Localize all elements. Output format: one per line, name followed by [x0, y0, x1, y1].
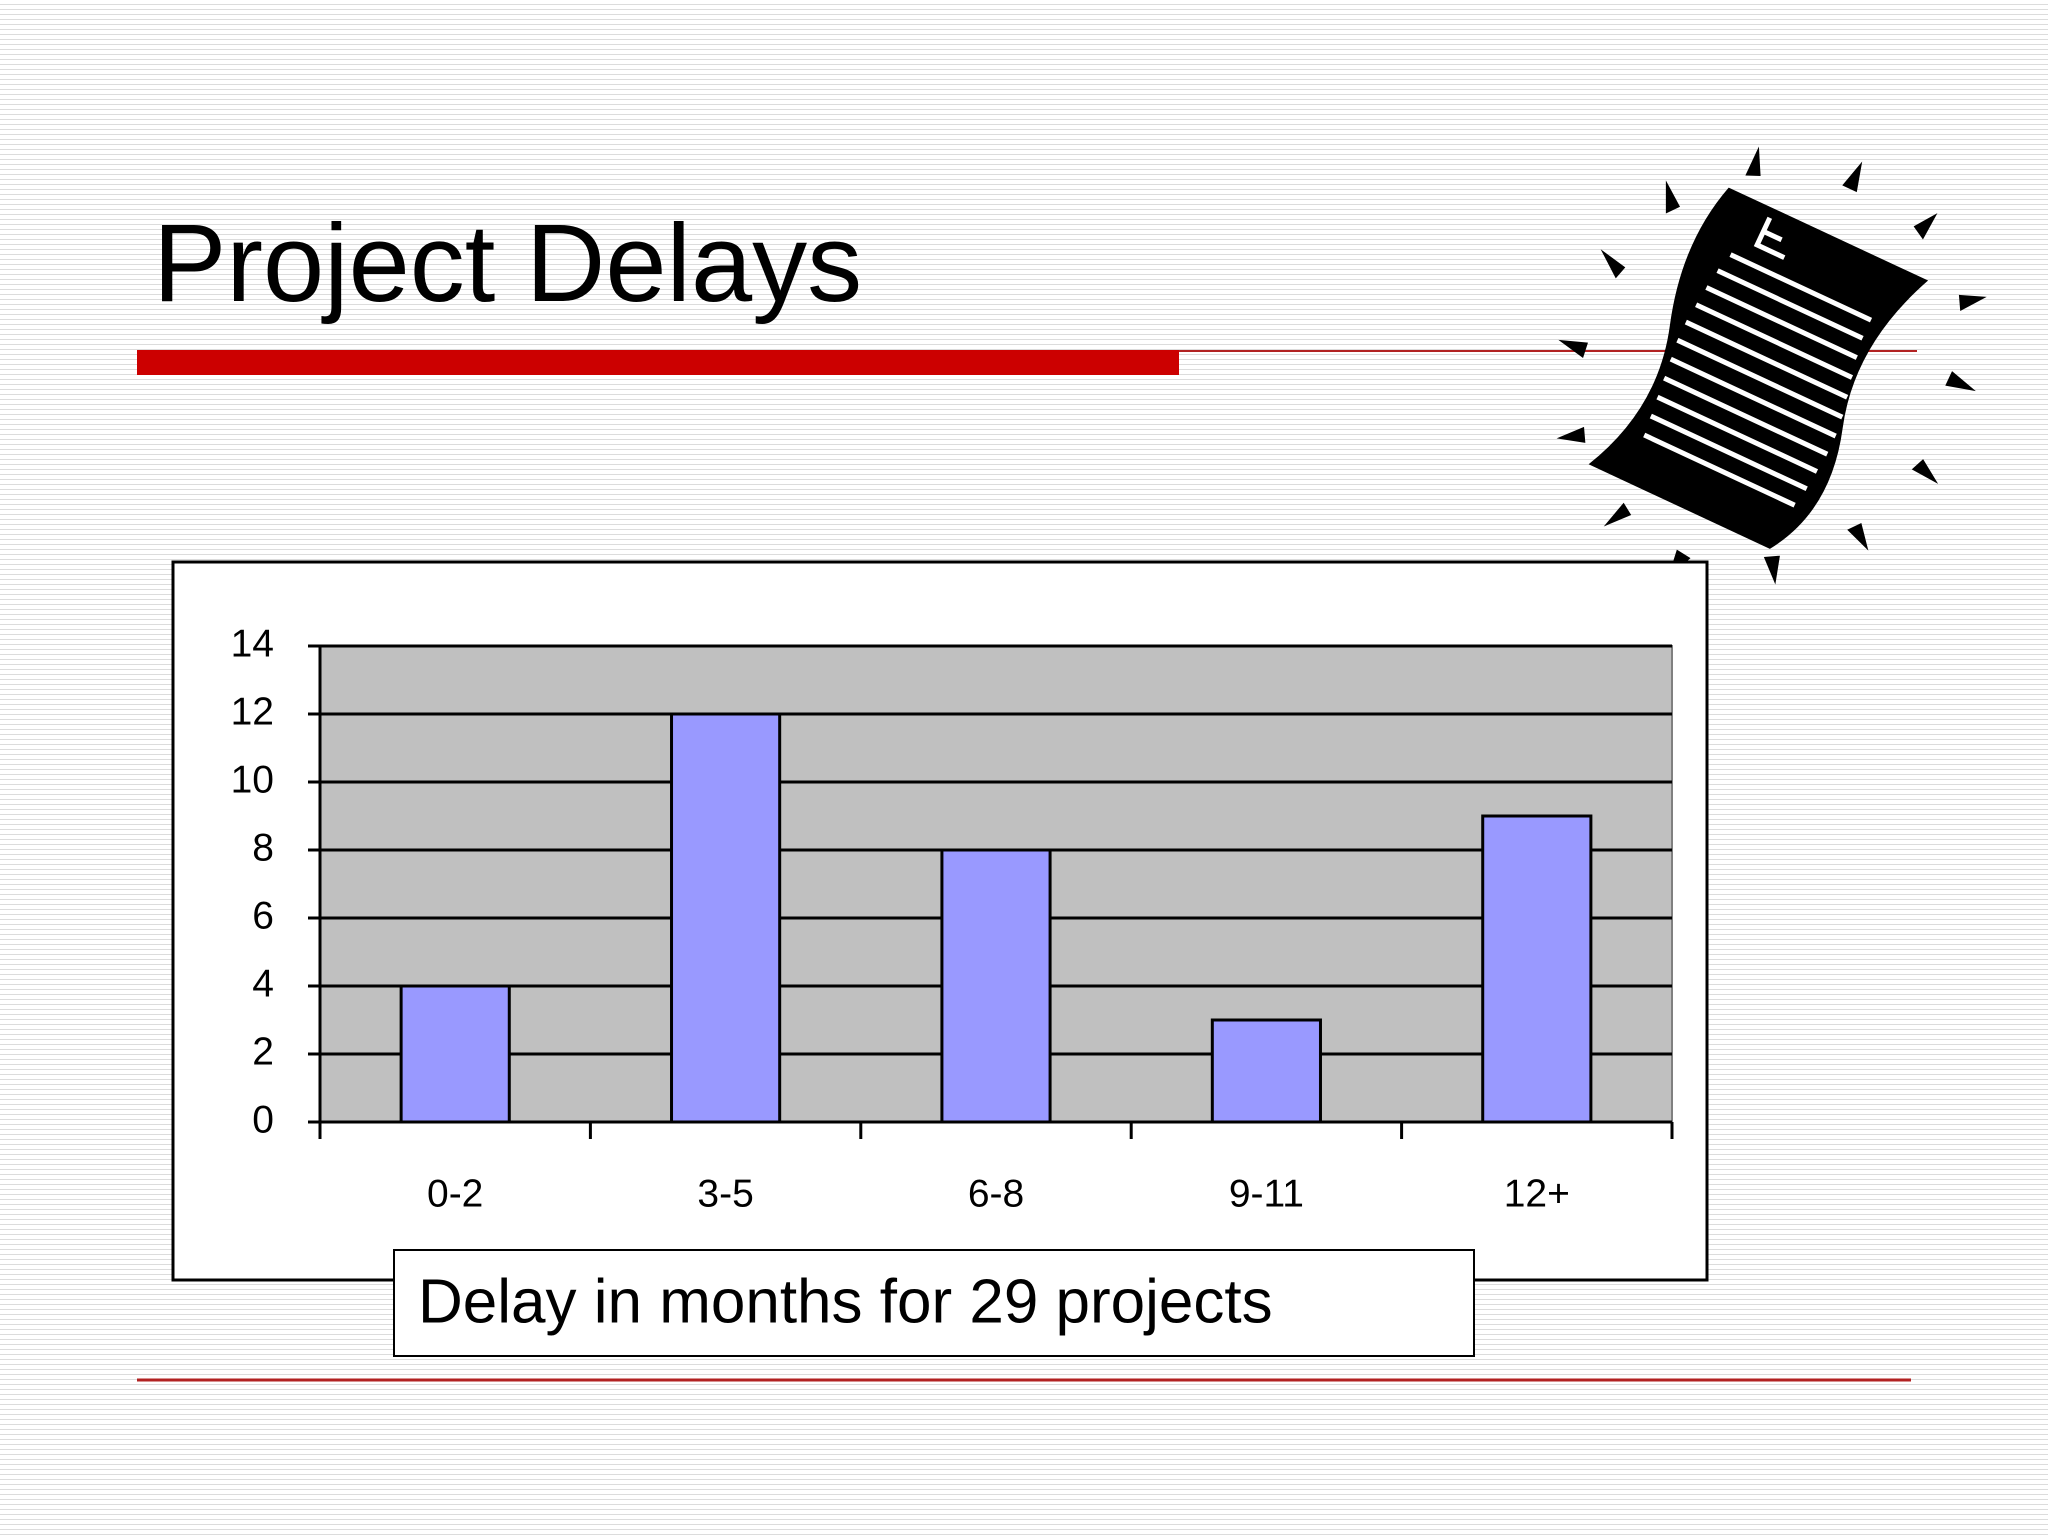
clip-art: [1556, 146, 1987, 585]
x-tick-label: 6-8: [968, 1172, 1024, 1215]
slide-title: Project Delays: [153, 202, 862, 325]
y-tick-label: 14: [231, 622, 274, 665]
y-tick-label: 2: [252, 1030, 274, 1073]
plot: 0 2 4 6 8 10 12 14 0-2 3-5 6-8 9-11 12+: [231, 622, 1674, 1215]
bar: [1210, 1018, 1322, 1124]
x-tick-label: 3-5: [697, 1172, 753, 1215]
y-tick-label: 12: [231, 690, 274, 733]
title-bar: [137, 350, 1179, 375]
annotation-box: [393, 1249, 1475, 1357]
y-tick-label: 10: [231, 758, 274, 801]
annotation: Delay in months for 29 projects: [418, 1267, 1273, 1336]
x-tick-label: 9-11: [1229, 1172, 1304, 1215]
bar: [940, 848, 1052, 1124]
y-tick-label: 0: [252, 1098, 274, 1141]
y-tick-label: 8: [252, 826, 274, 869]
bar: [1481, 814, 1593, 1124]
y-tick-label: 4: [252, 962, 274, 1005]
x-tick-label: 12+: [1504, 1172, 1570, 1215]
bar: [670, 712, 782, 1124]
bar: [399, 984, 511, 1124]
x-tick-label: 0-2: [427, 1172, 483, 1215]
y-tick-label: 6: [252, 894, 274, 937]
